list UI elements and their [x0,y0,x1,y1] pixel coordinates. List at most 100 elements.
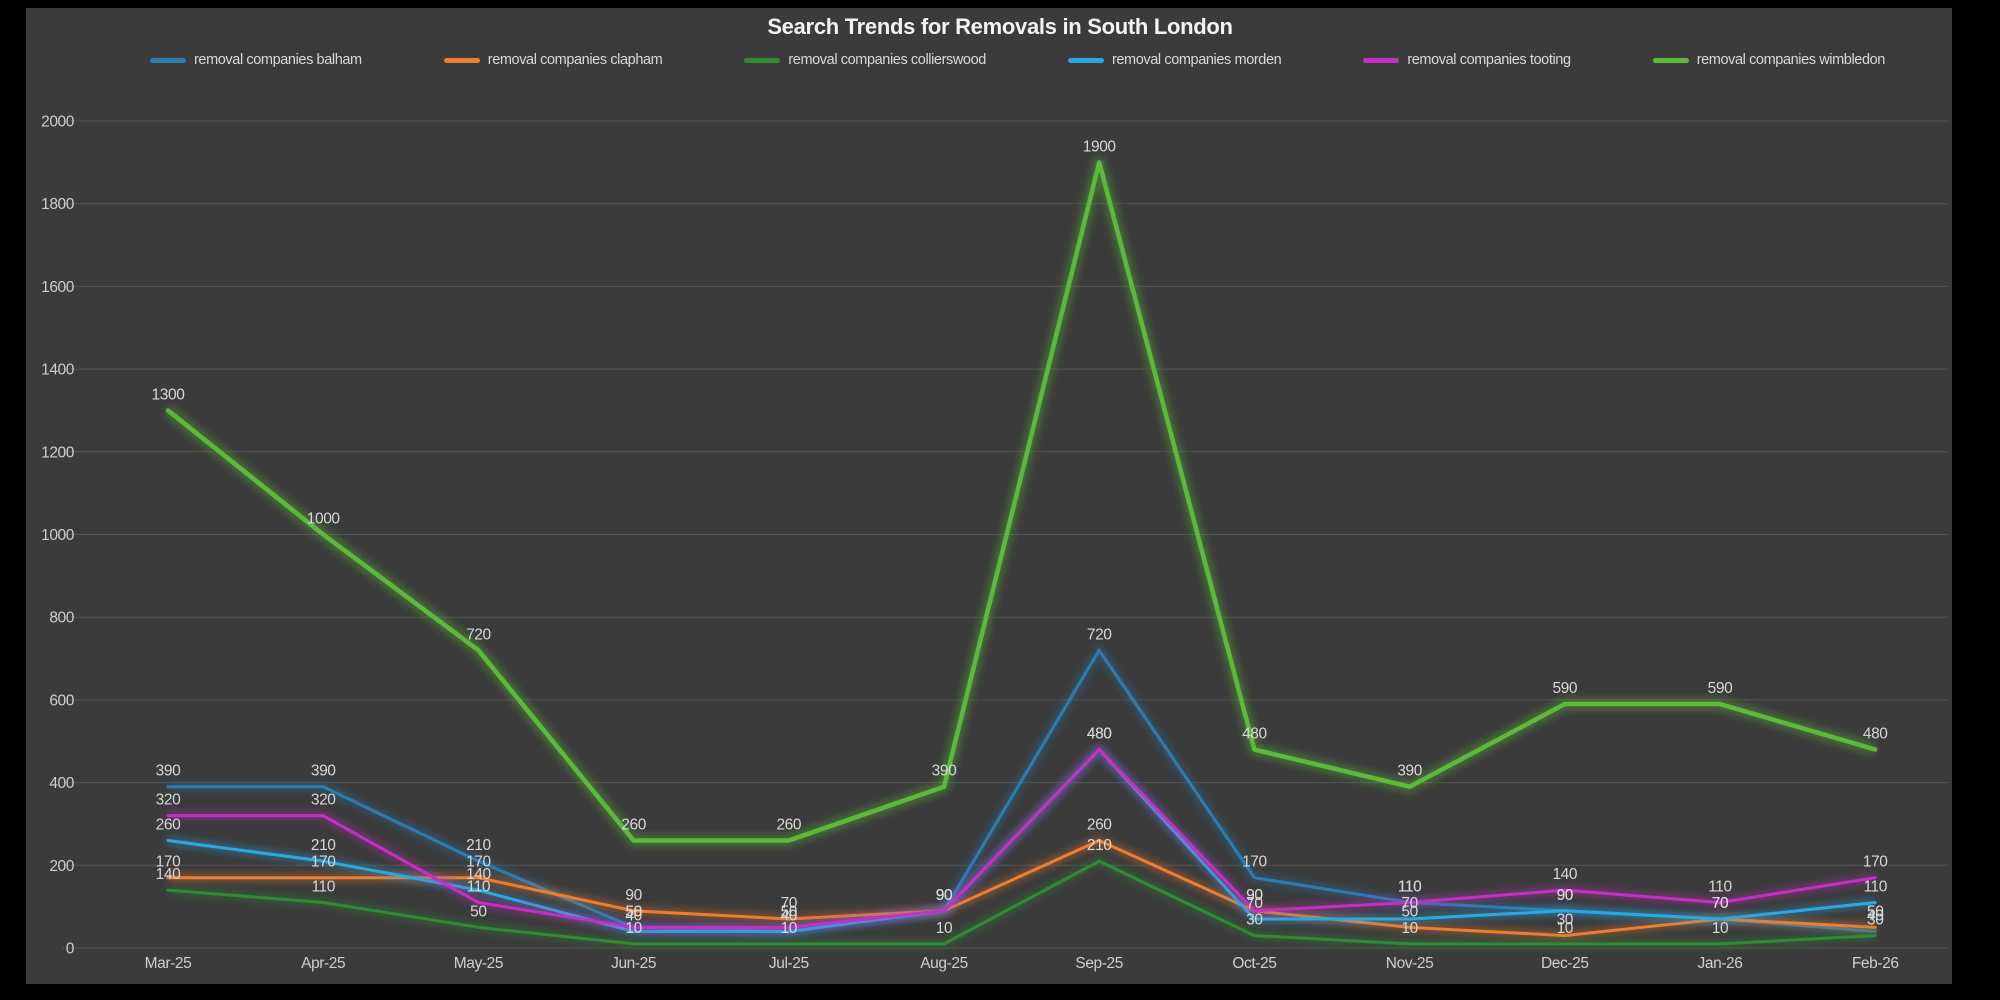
data-label: 480 [1087,726,1112,743]
data-label: 140 [1552,866,1577,883]
series-line-removal-companies-tooting [166,748,1877,929]
legend-label: removal companies morden [1111,52,1282,68]
data-label: 320 [311,792,336,809]
data-label: 90 [936,887,953,904]
x-axis-tick: Jun-25 [611,955,656,972]
data-label: 10 [936,920,953,937]
data-label: 10 [625,920,642,937]
data-label: 170 [466,854,491,871]
data-label: 10 [1712,920,1729,937]
legend-swatch-icon [1652,57,1689,63]
data-label: 50 [625,903,642,920]
series-line-removal-companies-wimbledon [165,160,1878,843]
data-label: 90 [1246,887,1263,904]
legend-swatch-icon [744,57,781,63]
data-label: 10 [1557,920,1574,937]
data-label: 390 [156,763,181,780]
data-label: 50 [470,903,487,920]
data-label: 1300 [152,386,186,403]
data-label: 590 [1552,680,1577,697]
data-label: 110 [467,879,491,896]
legend-label: removal companies balham [194,52,362,68]
data-label: 170 [1863,854,1888,871]
data-label: 1000 [307,511,341,528]
data-label: 170 [1242,854,1267,871]
data-label: 390 [932,763,957,780]
y-axis-tick: 1800 [41,196,75,213]
legend-item-removal-companies-collierswood: removal companies collierswood [744,52,986,68]
legend-swatch-icon [1067,57,1104,63]
data-label: 70 [1712,895,1729,912]
series-line-removal-companies-clapham [166,838,1877,938]
legend-label: removal companies wimbledon [1696,52,1886,68]
data-label: 320 [156,792,181,809]
y-axis-tick: 1400 [41,362,75,379]
legend-swatch-icon [443,57,480,63]
data-label: 480 [1242,726,1267,743]
y-axis-tick: 400 [49,775,74,792]
data-label: 260 [1087,816,1112,833]
x-axis-tick: Jul-25 [769,955,809,972]
data-label: 70 [781,895,798,912]
data-label: 10 [781,920,798,937]
y-axis-tick: 2000 [41,114,75,131]
data-label: 70 [1246,895,1263,912]
data-label: 110 [311,879,335,896]
data-label: 390 [1397,763,1422,780]
data-label: 170 [156,854,181,871]
data-label: 50 [781,903,798,920]
legend-item-removal-companies-morden: removal companies morden [1067,52,1282,68]
data-label: 30 [1557,912,1574,929]
x-axis-tick: Jan-26 [1698,955,1743,972]
y-axis-tick: 800 [49,610,74,627]
data-label: 70 [1401,895,1418,912]
series-glow [168,646,1876,936]
data-label: 70 [1712,895,1729,912]
series-line-removal-companies-collierswood [166,859,1877,946]
x-axis-tick: Nov-25 [1386,955,1434,972]
legend-item-removal-companies-tooting: removal companies tooting [1363,52,1571,68]
legend-label: removal companies tooting [1407,52,1571,68]
x-axis-tick: Sep-25 [1075,955,1123,972]
y-axis-tick: 600 [49,692,74,709]
data-label: 50 [625,903,642,920]
y-axis-tick: 1600 [41,279,75,296]
data-label: 140 [156,866,181,883]
x-axis-tick: Aug-25 [920,955,968,972]
data-label: 90 [936,887,953,904]
data-label: 110 [1398,879,1422,896]
y-axis-tick: 0 [66,941,75,958]
data-label: 110 [1708,879,1732,896]
chart-panel [26,8,1952,984]
y-axis-tick: 200 [49,858,74,875]
data-label: 40 [625,907,642,924]
data-label: 90 [1557,887,1574,904]
data-label: 90 [625,887,642,904]
legend-item-removal-companies-wimbledon: removal companies wimbledon [1652,52,1886,68]
legend-label: removal companies collierswood [788,52,986,68]
data-label: 70 [1712,895,1729,912]
data-label: 210 [1087,837,1112,854]
legend-item-removal-companies-balham: removal companies balham [150,52,362,68]
data-label: 260 [776,816,801,833]
data-label: 40 [781,907,798,924]
data-label: 90 [936,887,953,904]
data-label: 50 [1401,903,1418,920]
data-label: 210 [311,837,336,854]
legend-item-removal-companies-clapham: removal companies clapham [443,52,663,68]
data-label: 90 [1246,887,1263,904]
x-axis-tick: Feb-26 [1852,955,1899,972]
data-label: 30 [1867,912,1884,929]
data-label: 50 [1867,903,1884,920]
legend: removal companies balham removal companie… [150,52,1885,68]
data-label: 260 [156,816,181,833]
data-label: 110 [1863,879,1887,896]
data-label: 480 [1087,726,1112,743]
y-axis-tick: 1000 [41,527,75,544]
x-axis-tick: Dec-25 [1541,955,1589,972]
data-label: 590 [1708,680,1733,697]
legend-label: removal companies clapham [487,52,663,68]
data-label: 140 [466,866,491,883]
x-axis-tick: Mar-25 [145,955,192,972]
